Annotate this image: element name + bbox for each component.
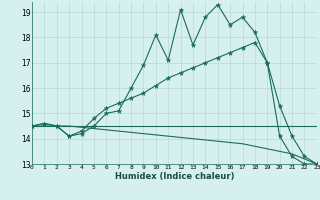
X-axis label: Humidex (Indice chaleur): Humidex (Indice chaleur) [115,172,234,181]
